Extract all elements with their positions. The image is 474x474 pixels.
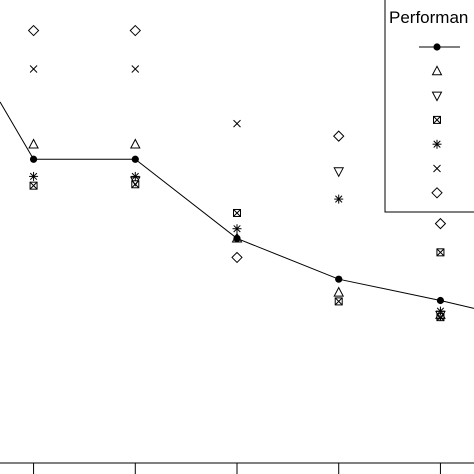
legend-entry	[433, 164, 441, 173]
data-point	[233, 208, 241, 217]
legend: Performan	[384, 0, 474, 213]
x-ticks	[33, 463, 441, 474]
legend-entry	[433, 115, 441, 124]
legend-entry	[419, 43, 460, 51]
data-point	[129, 24, 141, 37]
legend-marker	[433, 43, 441, 51]
data-point	[232, 224, 242, 234]
legend-entry	[432, 139, 442, 149]
data-point	[334, 297, 343, 306]
legend-marker	[433, 164, 441, 173]
data-point	[333, 286, 345, 297]
data-point	[335, 275, 343, 283]
data-point	[129, 138, 141, 149]
legend-entry	[431, 65, 443, 76]
data-point	[233, 119, 241, 128]
plot-area	[0, 24, 474, 322]
data-point	[29, 155, 38, 163]
legend-entry	[431, 91, 443, 102]
data-point	[131, 65, 140, 73]
legend-marker	[433, 115, 441, 124]
data-point	[27, 24, 40, 37]
data-point	[28, 138, 39, 149]
data-point	[130, 171, 140, 181]
legend-entry	[431, 187, 443, 199]
data-point	[333, 167, 345, 178]
legend-title: Performan	[389, 8, 468, 27]
legend-marker	[431, 187, 443, 199]
data-point	[333, 130, 345, 142]
data-point	[436, 248, 445, 257]
data-point	[233, 234, 241, 243]
data-point	[29, 65, 38, 73]
data-point	[436, 296, 445, 305]
legend-marker	[432, 139, 442, 149]
data-point	[436, 313, 445, 322]
x-axis	[0, 462, 474, 474]
data-point	[29, 181, 38, 190]
legend-marker	[431, 65, 443, 76]
legend-marker	[431, 91, 443, 102]
data-point	[29, 171, 39, 181]
data-point	[334, 194, 344, 204]
legend-entries	[419, 43, 460, 199]
data-point	[129, 176, 141, 187]
data-point	[231, 251, 243, 264]
data-point	[131, 155, 139, 163]
legend-box	[384, 0, 474, 213]
data-point	[434, 217, 447, 230]
